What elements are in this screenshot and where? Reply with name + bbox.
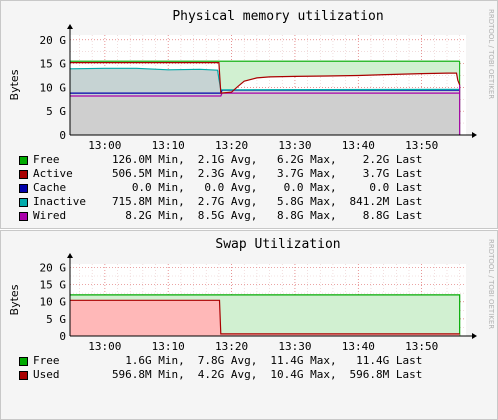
y-axis-arrow xyxy=(67,24,73,29)
series-line-used xyxy=(70,299,460,335)
legend-name: Active xyxy=(33,167,73,180)
legend-name: Wired xyxy=(33,209,67,222)
x-tick-label: 13:10 xyxy=(152,139,185,151)
legend-avg: 0.0 Avg, xyxy=(204,181,258,194)
y-tick-label: 10 G xyxy=(40,296,67,309)
series-line-cache xyxy=(70,89,460,94)
legend-avg: 7.8G Avg, xyxy=(197,354,258,367)
legend-max: 3.7G Max, xyxy=(276,167,337,180)
y-tick-label: 15 G xyxy=(40,58,67,71)
legend-name: Free xyxy=(33,153,60,166)
legend-swatch xyxy=(19,356,28,366)
legend-min: 126.0M Min, xyxy=(111,153,185,166)
legend-last: 8.8G Last xyxy=(362,209,423,222)
x-tick-label: 13:30 xyxy=(278,139,311,151)
legend-swatch xyxy=(19,211,28,221)
legend-name: Cache xyxy=(33,181,67,194)
swap-legend: Free 1.6G Min, 7.8G Avg, 11.4G Max, 11.4G La… xyxy=(19,354,422,382)
y-tick-label: 20 G xyxy=(40,261,67,274)
legend-last: 0.0 Last xyxy=(369,181,423,194)
legend-item-active: Active 506.5M Min, 2.3G Avg, 3.7G Max, 3.7G … xyxy=(19,167,422,181)
legend-name: Inactive xyxy=(33,195,86,208)
x-axis-arrow xyxy=(472,333,477,339)
y-tick-label: 5 G xyxy=(46,313,66,326)
chart-title: Physical memory utilization xyxy=(172,9,383,24)
watermark: RRDTOOL / TOBI OETIKER xyxy=(487,9,495,99)
legend-max: 11.4G Max, xyxy=(270,354,337,367)
legend-item-free: Free 126.0M Min, 2.1G Avg, 6.2G Max, 2.2G La… xyxy=(19,153,422,167)
watermark: RRDTOOL / TOBI OETIKER xyxy=(487,239,495,329)
chart-title: Swap Utilization xyxy=(215,237,340,252)
x-tick-label: 13:20 xyxy=(215,340,248,353)
x-tick-label: 13:10 xyxy=(152,340,185,353)
legend-max: 10.4G Max, xyxy=(270,368,337,381)
y-axis-label: Bytes xyxy=(8,284,21,315)
legend-min: 1.6G Min, xyxy=(125,354,185,367)
legend-swatch xyxy=(19,183,28,193)
legend-item-used: Used 596.8M Min, 4.2G Avg, 10.4G Max, 596.8M… xyxy=(19,368,422,382)
legend-item-wired: Wired 8.2G Min, 8.5G Avg, 8.8G Max, 8.8G Las… xyxy=(19,209,422,223)
legend-name: Free xyxy=(33,354,60,367)
x-tick-label: 13:50 xyxy=(405,340,438,353)
swap-chart: Swap Utilization Bytes RRDTOOL / TOBI OETI… xyxy=(8,237,495,353)
legend-min: 596.8M Min, xyxy=(111,368,185,381)
legend-item-free: Free 1.6G Min, 7.8G Avg, 11.4G Max, 11.4G La… xyxy=(19,354,422,368)
legend-max: 6.2G Max, xyxy=(276,153,337,166)
legend-avg: 2.7G Avg, xyxy=(197,195,258,208)
y-axis-label: Bytes xyxy=(8,69,21,100)
legend-max: 8.8G Max, xyxy=(276,209,337,222)
legend-item-cache: Cache 0.0 Min, 0.0 Avg, 0.0 Max, 0.0 Last xyxy=(19,181,422,195)
legend-item-inactive: Inactive 715.8M Min, 2.7G Avg, 5.8G Max, 841… xyxy=(19,195,422,209)
x-tick-label: 13:50 xyxy=(405,139,438,151)
legend-swatch xyxy=(19,197,28,207)
memory-legend: Free 126.0M Min, 2.1G Avg, 6.2G Max, 2.2G La… xyxy=(19,153,422,223)
legend-name: Used xyxy=(33,368,60,381)
legend-avg: 8.5G Avg, xyxy=(197,209,258,222)
x-tick-label: 13:40 xyxy=(342,340,375,353)
x-tick-label: 13:40 xyxy=(342,139,375,151)
swap-graph-panel: Swap Utilization Bytes RRDTOOL / TOBI OETI… xyxy=(0,230,498,420)
legend-max: 5.8G Max, xyxy=(276,195,337,208)
legend-last: 596.8M Last xyxy=(349,368,423,381)
series-area-used xyxy=(70,300,460,336)
x-axis-arrow xyxy=(472,132,477,138)
y-tick-label: 10 G xyxy=(40,81,67,94)
legend-swatch xyxy=(19,169,28,179)
x-tick-label: 13:00 xyxy=(88,139,121,151)
y-axis-arrow xyxy=(67,253,73,258)
y-tick-label: 20 G xyxy=(40,34,67,47)
x-tick-label: 13:20 xyxy=(215,139,248,151)
legend-min: 0.0 Min, xyxy=(131,181,185,194)
legend-avg: 4.2G Avg, xyxy=(197,368,258,381)
y-tick-label: 5 G xyxy=(46,105,66,118)
series-area-wired xyxy=(70,93,460,135)
legend-max: 0.0 Max, xyxy=(283,181,337,194)
legend-avg: 2.1G Avg, xyxy=(197,153,258,166)
legend-swatch xyxy=(19,155,28,165)
y-tick-label: 0 xyxy=(59,330,66,343)
legend-avg: 2.3G Avg, xyxy=(197,167,258,180)
legend-last: 3.7G Last xyxy=(362,167,423,180)
legend-last: 841.2M Last xyxy=(349,195,423,208)
legend-swatch xyxy=(19,370,28,380)
memory-graph-panel: Physical memory utilization Bytes RRDTOOL … xyxy=(0,0,498,229)
y-tick-label: 0 xyxy=(59,129,66,142)
legend-last: 2.2G Last xyxy=(362,153,423,166)
series-line-free xyxy=(70,294,461,337)
series-line-active xyxy=(70,62,461,94)
y-tick-label: 15 G xyxy=(40,279,67,292)
memory-chart: Physical memory utilization Bytes RRDTOOL … xyxy=(8,9,495,151)
legend-min: 8.2G Min, xyxy=(125,209,185,222)
legend-min: 506.5M Min, xyxy=(111,167,185,180)
legend-min: 715.8M Min, xyxy=(111,195,185,208)
x-tick-label: 13:30 xyxy=(278,340,311,353)
legend-last: 11.4G Last xyxy=(356,354,423,367)
x-tick-label: 13:00 xyxy=(88,340,121,353)
series-line-wired xyxy=(70,92,460,97)
